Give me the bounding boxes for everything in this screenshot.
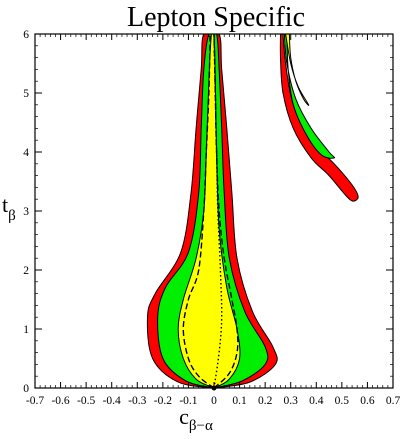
y-axis-ticks: 0 1 2 3 4 5 6 [23, 29, 393, 395]
x-tick-label: -0.5 [77, 395, 95, 407]
y-axis-label-main: t [2, 192, 8, 217]
x-tick-label: 0.2 [258, 395, 273, 407]
y-axis-label: tβ [2, 192, 16, 224]
y-tick-label: 0 [23, 383, 29, 395]
y-axis-label-sub: β [8, 208, 16, 224]
y-tick-label: 1 [23, 324, 29, 336]
x-tick-label: -0.6 [51, 395, 69, 407]
x-tick-label: -0.4 [103, 395, 121, 407]
x-tick-label: -0.3 [128, 395, 146, 407]
x-tick-label: 0.3 [284, 395, 299, 407]
x-tick-label: -0.2 [154, 395, 172, 407]
y-tick-label: 2 [23, 265, 29, 277]
x-axis-label-sub: β−α [189, 418, 213, 434]
x-tick-label: 0.1 [232, 395, 247, 407]
x-tick-label: 0 [211, 395, 217, 407]
x-tick-label: 0.6 [360, 395, 375, 407]
x-tick-label: -0.7 [26, 395, 44, 407]
x-tick-label: -0.1 [179, 395, 197, 407]
region-right-branch-red [279, 34, 359, 202]
contour-curves [182, 34, 239, 388]
region-right-branch-yellow [285, 34, 310, 106]
y-tick-label: 3 [23, 206, 29, 218]
x-tick-label: 0.7 [386, 395, 401, 407]
chart-title: Lepton Specific [127, 2, 305, 33]
curve-dashed-right [213, 34, 239, 388]
x-axis-label: cβ−α [179, 404, 213, 434]
y-tick-label: 6 [23, 29, 29, 41]
x-axis-label-main: c [179, 404, 189, 429]
curve-dashed-left [182, 34, 215, 388]
y-tick-label: 5 [23, 88, 29, 100]
y-tick-label: 4 [23, 147, 29, 159]
confidence-regions [146, 34, 359, 388]
x-axis-ticks: -0.7 -0.6 -0.5 -0.4 -0.3 -0.2 -0.1 0 0.1 0.2 0.3 0.… [26, 34, 401, 407]
x-tick-label: 0.4 [309, 395, 324, 407]
region-right-branch-green [283, 34, 336, 159]
x-tick-label: 0.5 [335, 395, 350, 407]
